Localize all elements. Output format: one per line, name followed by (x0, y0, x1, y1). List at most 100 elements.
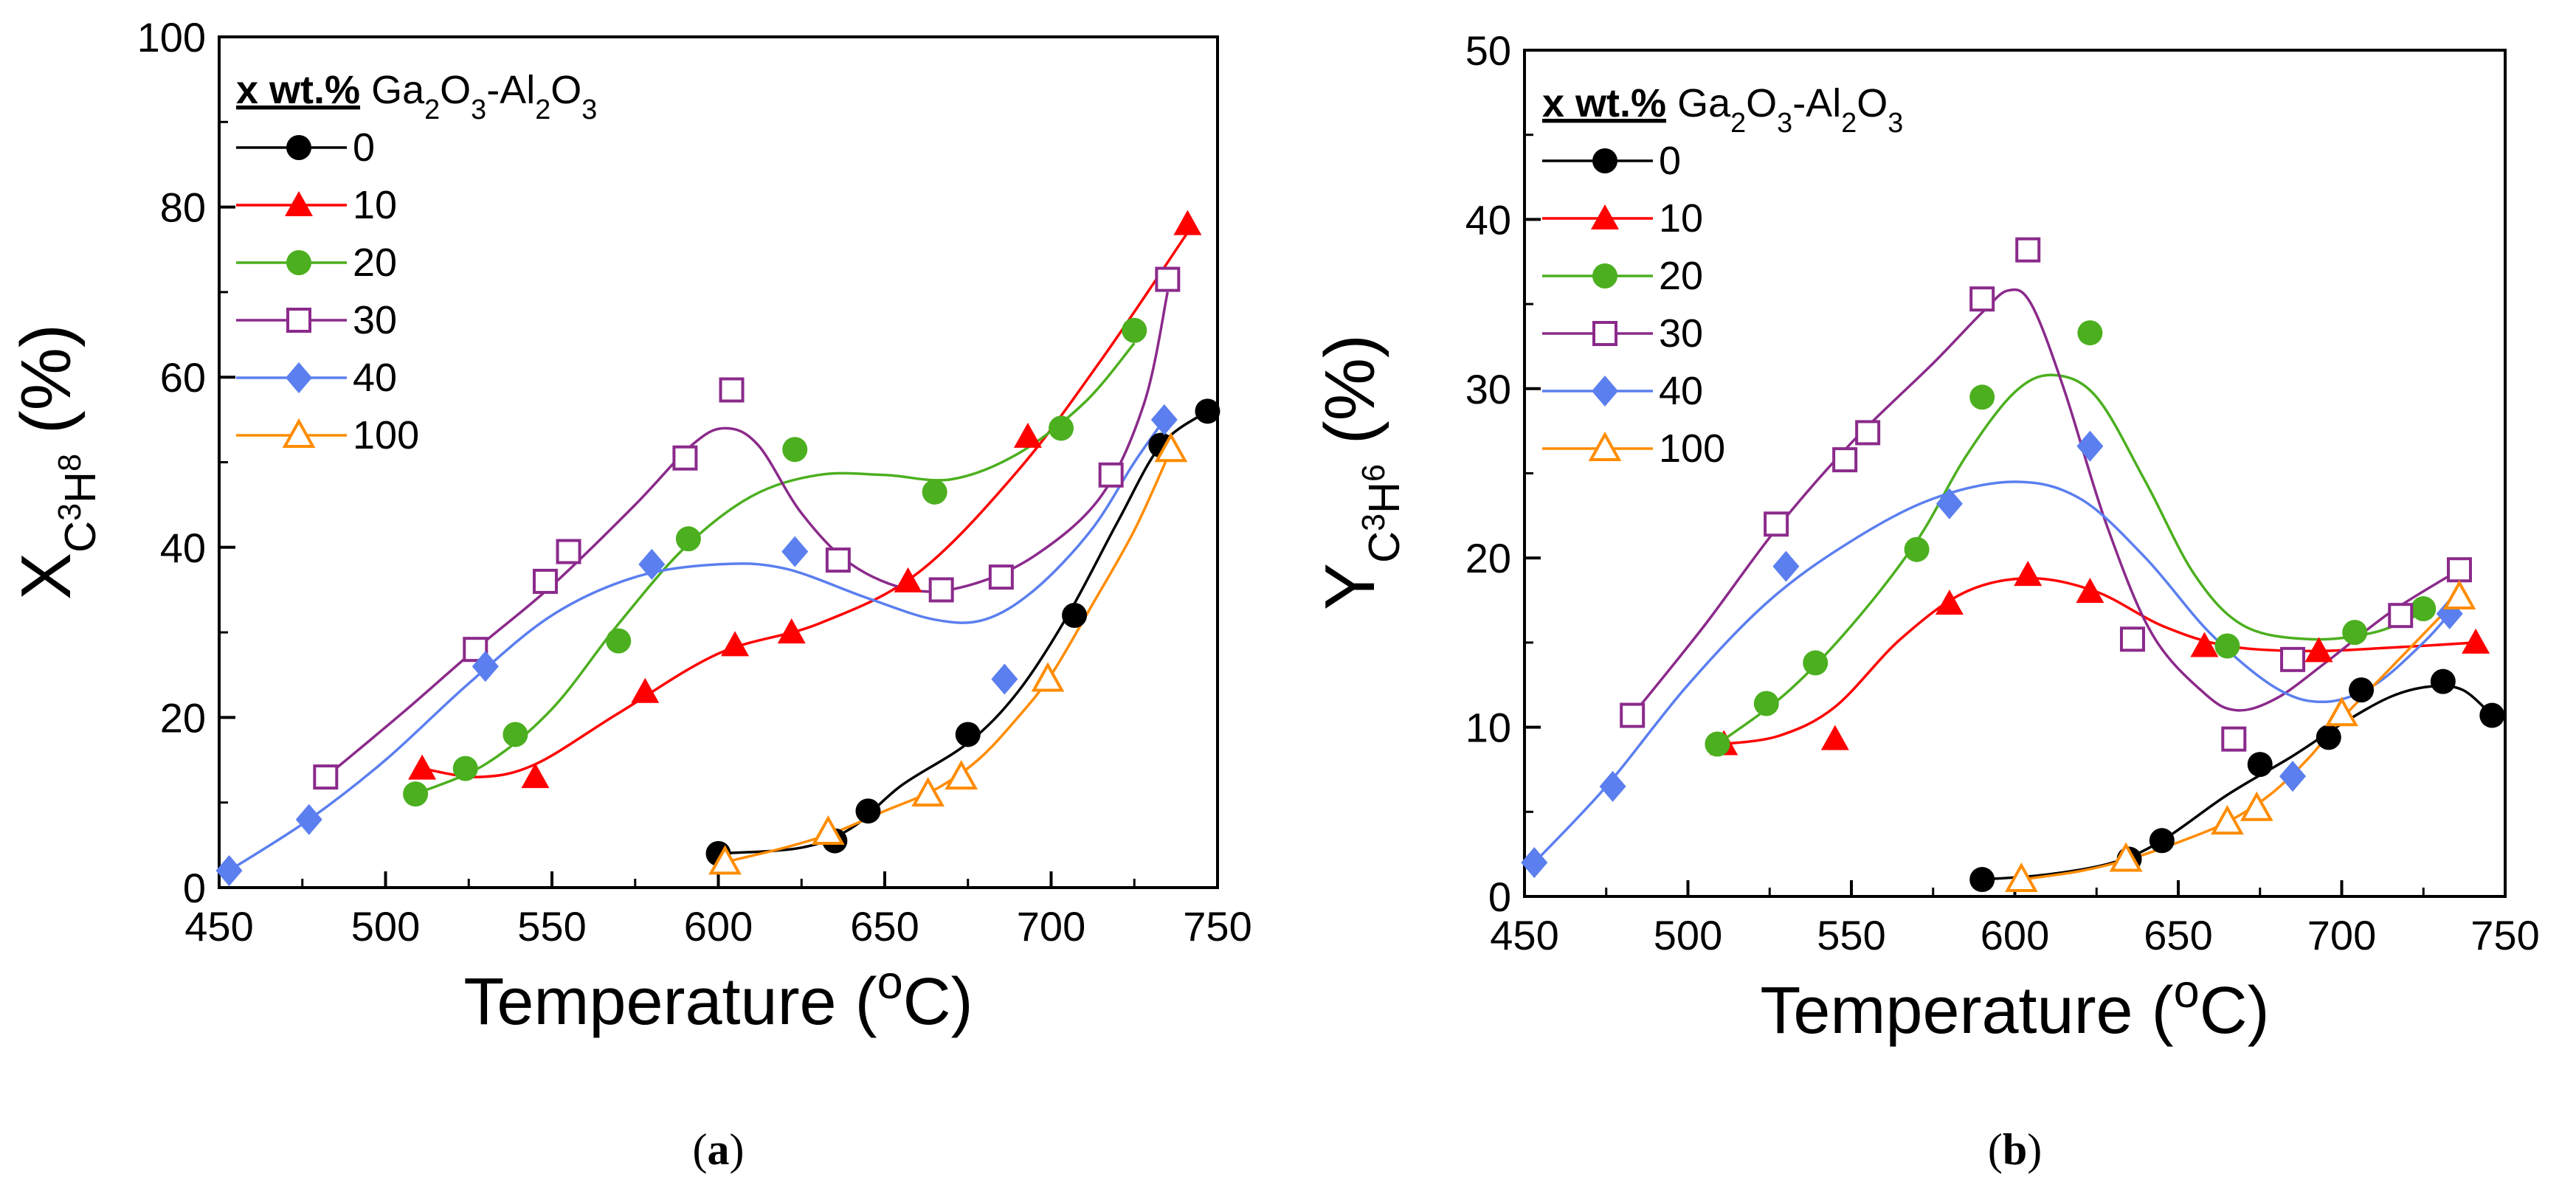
panel-a-legend-marker-100 (282, 418, 316, 448)
panel-a-panel-label: (a) (693, 1125, 745, 1174)
panel-a-legend-label-30: 30 (353, 298, 397, 342)
panel-a-x-tick-label: 500 (351, 903, 420, 950)
panel-b-series-20-point (1753, 691, 1779, 716)
panel-a-series-0-point (1195, 398, 1220, 424)
panel-b-series-10-fit-line (1723, 576, 2476, 746)
panel-b-series-40-point (1772, 550, 1800, 582)
panel-a-series-10-point (894, 567, 922, 592)
panel-a-y-tick-label: 40 (160, 525, 206, 571)
panel-b-series-30-point (2221, 726, 2247, 752)
panel-b-x-tick-label: 650 (2144, 912, 2212, 958)
panel-b-series-20-point (2077, 320, 2103, 346)
panel-b-series-0-fit-line (1982, 684, 2493, 881)
panel-a-series-20-point (606, 628, 632, 654)
panel-b-y-tick-label: 20 (1465, 535, 1511, 581)
panel-b-legend-label-100: 100 (1659, 426, 1725, 471)
panel-a-series-30-point (1098, 462, 1124, 488)
panel-a-legend-label-40: 40 (353, 356, 397, 400)
panel-a-series-30-fit-line (325, 291, 1170, 778)
panel-b-series-30-point (1969, 286, 1995, 312)
panel-b-series-0-point (2430, 668, 2456, 694)
panel-b-series-20-point (1705, 731, 1730, 757)
panel-a-series-0-point (1062, 603, 1088, 629)
panel-b-series-20-point (2342, 620, 2368, 646)
panel-a-series-40-fit-line (228, 418, 1166, 872)
panel-b-y-tick-label: 0 (1488, 874, 1511, 920)
panel-a-series-40-point (1150, 404, 1178, 435)
panel-b-y-axis-label: YC3H6 (%) (1311, 334, 1409, 610)
panel-a-series-30-point (825, 547, 851, 573)
panel-a-legend-marker-30 (286, 308, 311, 333)
panel-a-x-tick-label: 550 (517, 903, 586, 950)
panel-b-legend-label-30: 30 (1659, 311, 1703, 356)
panel-a-series-30-point (556, 539, 581, 564)
panel-a-x-tick-label: 600 (684, 903, 753, 950)
panel-b-series-0-point (2316, 725, 2341, 750)
panel-b-series-20-point (1969, 384, 1995, 410)
panel-a-legend-label-10: 10 (353, 183, 397, 227)
panel-b-series-0-point (2149, 828, 2175, 854)
panel-a-series-40-point (215, 854, 243, 886)
panel-a-series-20-fit-line (415, 342, 1136, 795)
panel-a-series-40-point (638, 548, 666, 580)
panel-a-series-10-point (1173, 210, 1202, 235)
panel-b-legend-label-40: 40 (1659, 369, 1703, 413)
panel-b-y-tick-label: 30 (1465, 366, 1511, 412)
panel-b-series-10-point (1935, 590, 1964, 615)
panel-b-series-20-point (2411, 596, 2437, 622)
panel-b-series-30-point (1764, 511, 1789, 537)
panel-b-series-10-point (2076, 578, 2104, 604)
panel-b-x-tick-label: 600 (1981, 912, 2049, 958)
panel-b-x-tick-label: 450 (1490, 912, 1558, 958)
panel-a-series-20-point (1122, 317, 1147, 343)
panel-a-series-100-point (811, 815, 845, 846)
panel-b-legend-marker-100 (1588, 431, 1622, 461)
panel-b-y-tick-label: 40 (1465, 196, 1511, 243)
panel-a-y-tick-label: 20 (160, 694, 206, 741)
panel-b-panel-label: (b) (1988, 1125, 2042, 1174)
panel-a-series-20-point (675, 526, 701, 552)
panel-a-series-40-point (781, 536, 809, 567)
panel-a-y-axis-label: XC3H8 (%) (7, 324, 105, 600)
panel-a-legend-label-0: 0 (353, 125, 375, 170)
panel-a-series-100-point (1154, 432, 1188, 463)
panel-b-series-0-point (2479, 702, 2505, 728)
panel-a-series-100-point (1031, 662, 1065, 692)
panel-b-series-30-point (1855, 420, 1881, 446)
panel-b-series-20-point (2214, 633, 2240, 659)
panel-a-series-20-point (1049, 415, 1074, 441)
panel-a-series-30-point (928, 577, 954, 603)
panel-a-legend-marker-20 (286, 250, 311, 275)
panel-b-legend-marker-20 (1592, 263, 1617, 288)
panel-a-series-10-point (521, 763, 550, 789)
panel-a-series-20-point (452, 756, 478, 781)
panel-a-y-tick-label: 80 (160, 184, 206, 231)
panel-a-y-tick-label: 0 (183, 865, 206, 911)
panel-a-x-axis-label: Temperature (oC) (463, 957, 973, 1039)
panel-a-series-100-point (911, 777, 945, 807)
panel-b-series-30-point (2119, 626, 2145, 652)
panel-a-series-10-point (777, 618, 806, 644)
panel-b-series-0-point (2247, 752, 2273, 778)
panel-b-series-100-point (2211, 804, 2244, 835)
panel-b-series-30-point (2015, 237, 2041, 263)
panel-a-legend-label-100: 100 (353, 413, 419, 457)
panel-b-legend-title: x wt.% Ga2O3-Al2O3 (1542, 81, 1903, 139)
panel-b-series-100-point (2109, 842, 2143, 872)
panel-a-x-tick-label: 700 (1017, 903, 1085, 950)
panel-a-series-10-point (408, 754, 437, 780)
panel-b-x-tick-label: 500 (1654, 912, 1722, 958)
panel-a-legend-label-20: 20 (353, 241, 397, 285)
panel-a-chart: 450 500 550 600 650 700 750020406080100Tempera… (7, 14, 1252, 1174)
panel-b-x-tick-label: 700 (2307, 912, 2376, 958)
panel-b-series-100-point (2240, 791, 2273, 821)
panel-b-series-40-point (1936, 488, 1963, 519)
panel-a-legend-title: x wt.% Ga2O3-Al2O3 (236, 68, 597, 125)
panel-a-y-tick-label: 60 (160, 354, 206, 401)
panel-a-series-30-point (672, 445, 698, 471)
panel-a-x-tick-label: 750 (1183, 903, 1251, 950)
panel-a-series-30-point (719, 377, 745, 403)
panel-a-legend-marker-0 (286, 135, 311, 160)
